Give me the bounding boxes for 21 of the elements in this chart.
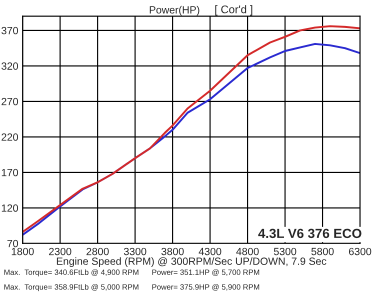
text: [ Cor'd ] xyxy=(215,5,252,16)
x-tick-label: 3800 xyxy=(161,248,184,256)
x-tick-label: 5800 xyxy=(311,248,334,256)
x-axis-title: Engine Speed (RPM) @ 300RPM/Sec UP/DOWN, 7.9 Sec xyxy=(56,257,326,267)
y-tick-label: 220 xyxy=(2,133,18,141)
x-tick-label: 5300 xyxy=(274,248,296,256)
chart-title: Power(HP) xyxy=(150,6,200,16)
y-tick-label: 320 xyxy=(1,62,18,70)
x-tick-label: 2800 xyxy=(86,248,109,256)
y-tick-label: 370 xyxy=(1,26,18,34)
x-tick-label: 4300 xyxy=(198,248,222,256)
x-tick-label: 3300 xyxy=(124,248,146,256)
annotation: 4.3L V6 376 ECO xyxy=(258,228,362,238)
y-tick-label: 70 xyxy=(7,240,18,248)
x-tick-label: 2300 xyxy=(49,248,72,256)
y-tick-label: 120 xyxy=(2,204,18,212)
x-tick-label: 1800 xyxy=(12,248,34,256)
x-tick-label: 6300 xyxy=(348,248,372,256)
x-tick-label: 4800 xyxy=(236,248,259,256)
y-tick-label: 170 xyxy=(2,168,18,176)
y-tick-label: 270 xyxy=(2,98,18,106)
